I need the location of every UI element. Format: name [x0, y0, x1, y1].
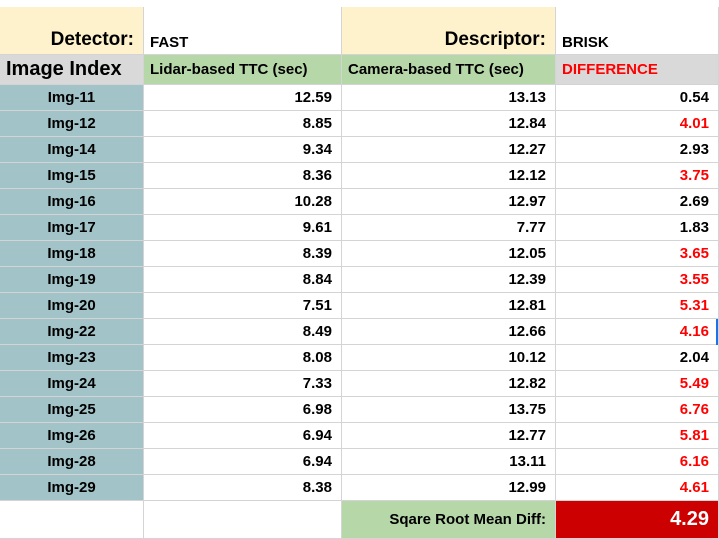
- image-index-cell[interactable]: Img-15: [0, 163, 144, 189]
- summary-label-cell[interactable]: Sqare Root Mean Diff:: [342, 501, 556, 539]
- difference-cell[interactable]: 4.61: [556, 475, 719, 501]
- lidar-ttc-cell[interactable]: 6.94: [144, 423, 342, 449]
- camera-ttc-cell[interactable]: 12.77: [342, 423, 556, 449]
- camera-ttc-cell[interactable]: 12.97: [342, 189, 556, 215]
- column-header-image-index[interactable]: Image Index: [0, 55, 144, 85]
- column-header-camera-ttc[interactable]: Camera-based TTC (sec): [342, 55, 556, 85]
- difference-cell[interactable]: 5.49: [556, 371, 719, 397]
- lidar-ttc-cell[interactable]: 8.49: [144, 319, 342, 345]
- camera-ttc-cell[interactable]: 12.66: [342, 319, 556, 345]
- difference-cell[interactable]: 6.76: [556, 397, 719, 423]
- difference-cell[interactable]: 1.83: [556, 215, 719, 241]
- image-index-cell[interactable]: Img-29: [0, 475, 144, 501]
- image-index-cell[interactable]: Img-18: [0, 241, 144, 267]
- camera-ttc-cell[interactable]: 13.13: [342, 85, 556, 111]
- image-index-cell[interactable]: Img-24: [0, 371, 144, 397]
- column-header-difference[interactable]: DIFFERENCE: [556, 55, 719, 85]
- difference-cell[interactable]: 0.54: [556, 85, 719, 111]
- camera-ttc-cell[interactable]: 10.12: [342, 345, 556, 371]
- camera-ttc-cell[interactable]: 12.81: [342, 293, 556, 319]
- lidar-ttc-cell[interactable]: 10.28: [144, 189, 342, 215]
- camera-ttc-cell[interactable]: 7.77: [342, 215, 556, 241]
- difference-cell[interactable]: 3.65: [556, 241, 719, 267]
- image-index-cell[interactable]: Img-17: [0, 215, 144, 241]
- difference-cell[interactable]: 2.69: [556, 189, 719, 215]
- camera-ttc-cell[interactable]: 12.12: [342, 163, 556, 189]
- camera-ttc-cell[interactable]: 12.84: [342, 111, 556, 137]
- camera-ttc-cell[interactable]: 12.39: [342, 267, 556, 293]
- camera-ttc-cell[interactable]: 13.75: [342, 397, 556, 423]
- difference-cell[interactable]: 6.16: [556, 449, 719, 475]
- descriptor-value-cell[interactable]: BRISK: [556, 7, 719, 55]
- summary-value-cell[interactable]: 4.29: [556, 501, 719, 539]
- column-header-lidar-ttc[interactable]: Lidar-based TTC (sec): [144, 55, 342, 85]
- lidar-ttc-cell[interactable]: 8.36: [144, 163, 342, 189]
- image-index-cell[interactable]: Img-16: [0, 189, 144, 215]
- image-index-cell[interactable]: Img-28: [0, 449, 144, 475]
- image-index-cell[interactable]: Img-19: [0, 267, 144, 293]
- lidar-ttc-cell[interactable]: 12.59: [144, 85, 342, 111]
- lidar-ttc-cell[interactable]: 6.98: [144, 397, 342, 423]
- camera-ttc-cell[interactable]: 12.82: [342, 371, 556, 397]
- camera-ttc-cell[interactable]: 13.11: [342, 449, 556, 475]
- lidar-ttc-cell[interactable]: 8.84: [144, 267, 342, 293]
- difference-cell[interactable]: 5.31: [556, 293, 719, 319]
- image-index-cell[interactable]: Img-11: [0, 85, 144, 111]
- image-index-cell[interactable]: Img-23: [0, 345, 144, 371]
- lidar-ttc-cell[interactable]: 7.51: [144, 293, 342, 319]
- empty-cell[interactable]: [0, 501, 144, 539]
- lidar-ttc-cell[interactable]: 8.38: [144, 475, 342, 501]
- difference-cell[interactable]: 5.81: [556, 423, 719, 449]
- camera-ttc-cell[interactable]: 12.99: [342, 475, 556, 501]
- difference-cell[interactable]: 3.55: [556, 267, 719, 293]
- image-index-cell[interactable]: Img-14: [0, 137, 144, 163]
- image-index-cell[interactable]: Img-26: [0, 423, 144, 449]
- image-index-cell[interactable]: Img-12: [0, 111, 144, 137]
- lidar-ttc-cell[interactable]: 7.33: [144, 371, 342, 397]
- descriptor-label-cell[interactable]: Descriptor:: [342, 7, 556, 55]
- difference-cell[interactable]: 4.01: [556, 111, 719, 137]
- difference-cell[interactable]: 2.04: [556, 345, 719, 371]
- cell-selection-border: [716, 319, 718, 345]
- lidar-ttc-cell[interactable]: 6.94: [144, 449, 342, 475]
- image-index-cell[interactable]: Img-22: [0, 319, 144, 345]
- empty-cell[interactable]: [144, 501, 342, 539]
- difference-cell[interactable]: 2.93: [556, 137, 719, 163]
- image-index-cell[interactable]: Img-20: [0, 293, 144, 319]
- difference-cell[interactable]: 4.16: [556, 319, 719, 345]
- image-index-cell[interactable]: Img-25: [0, 397, 144, 423]
- difference-cell[interactable]: 3.75: [556, 163, 719, 189]
- camera-ttc-cell[interactable]: 12.05: [342, 241, 556, 267]
- camera-ttc-cell[interactable]: 12.27: [342, 137, 556, 163]
- detector-value-cell[interactable]: FAST: [144, 7, 342, 55]
- lidar-ttc-cell[interactable]: 9.34: [144, 137, 342, 163]
- lidar-ttc-cell[interactable]: 8.39: [144, 241, 342, 267]
- lidar-ttc-cell[interactable]: 8.85: [144, 111, 342, 137]
- lidar-ttc-cell[interactable]: 8.08: [144, 345, 342, 371]
- detector-label-cell[interactable]: Detector:: [0, 7, 144, 55]
- lidar-ttc-cell[interactable]: 9.61: [144, 215, 342, 241]
